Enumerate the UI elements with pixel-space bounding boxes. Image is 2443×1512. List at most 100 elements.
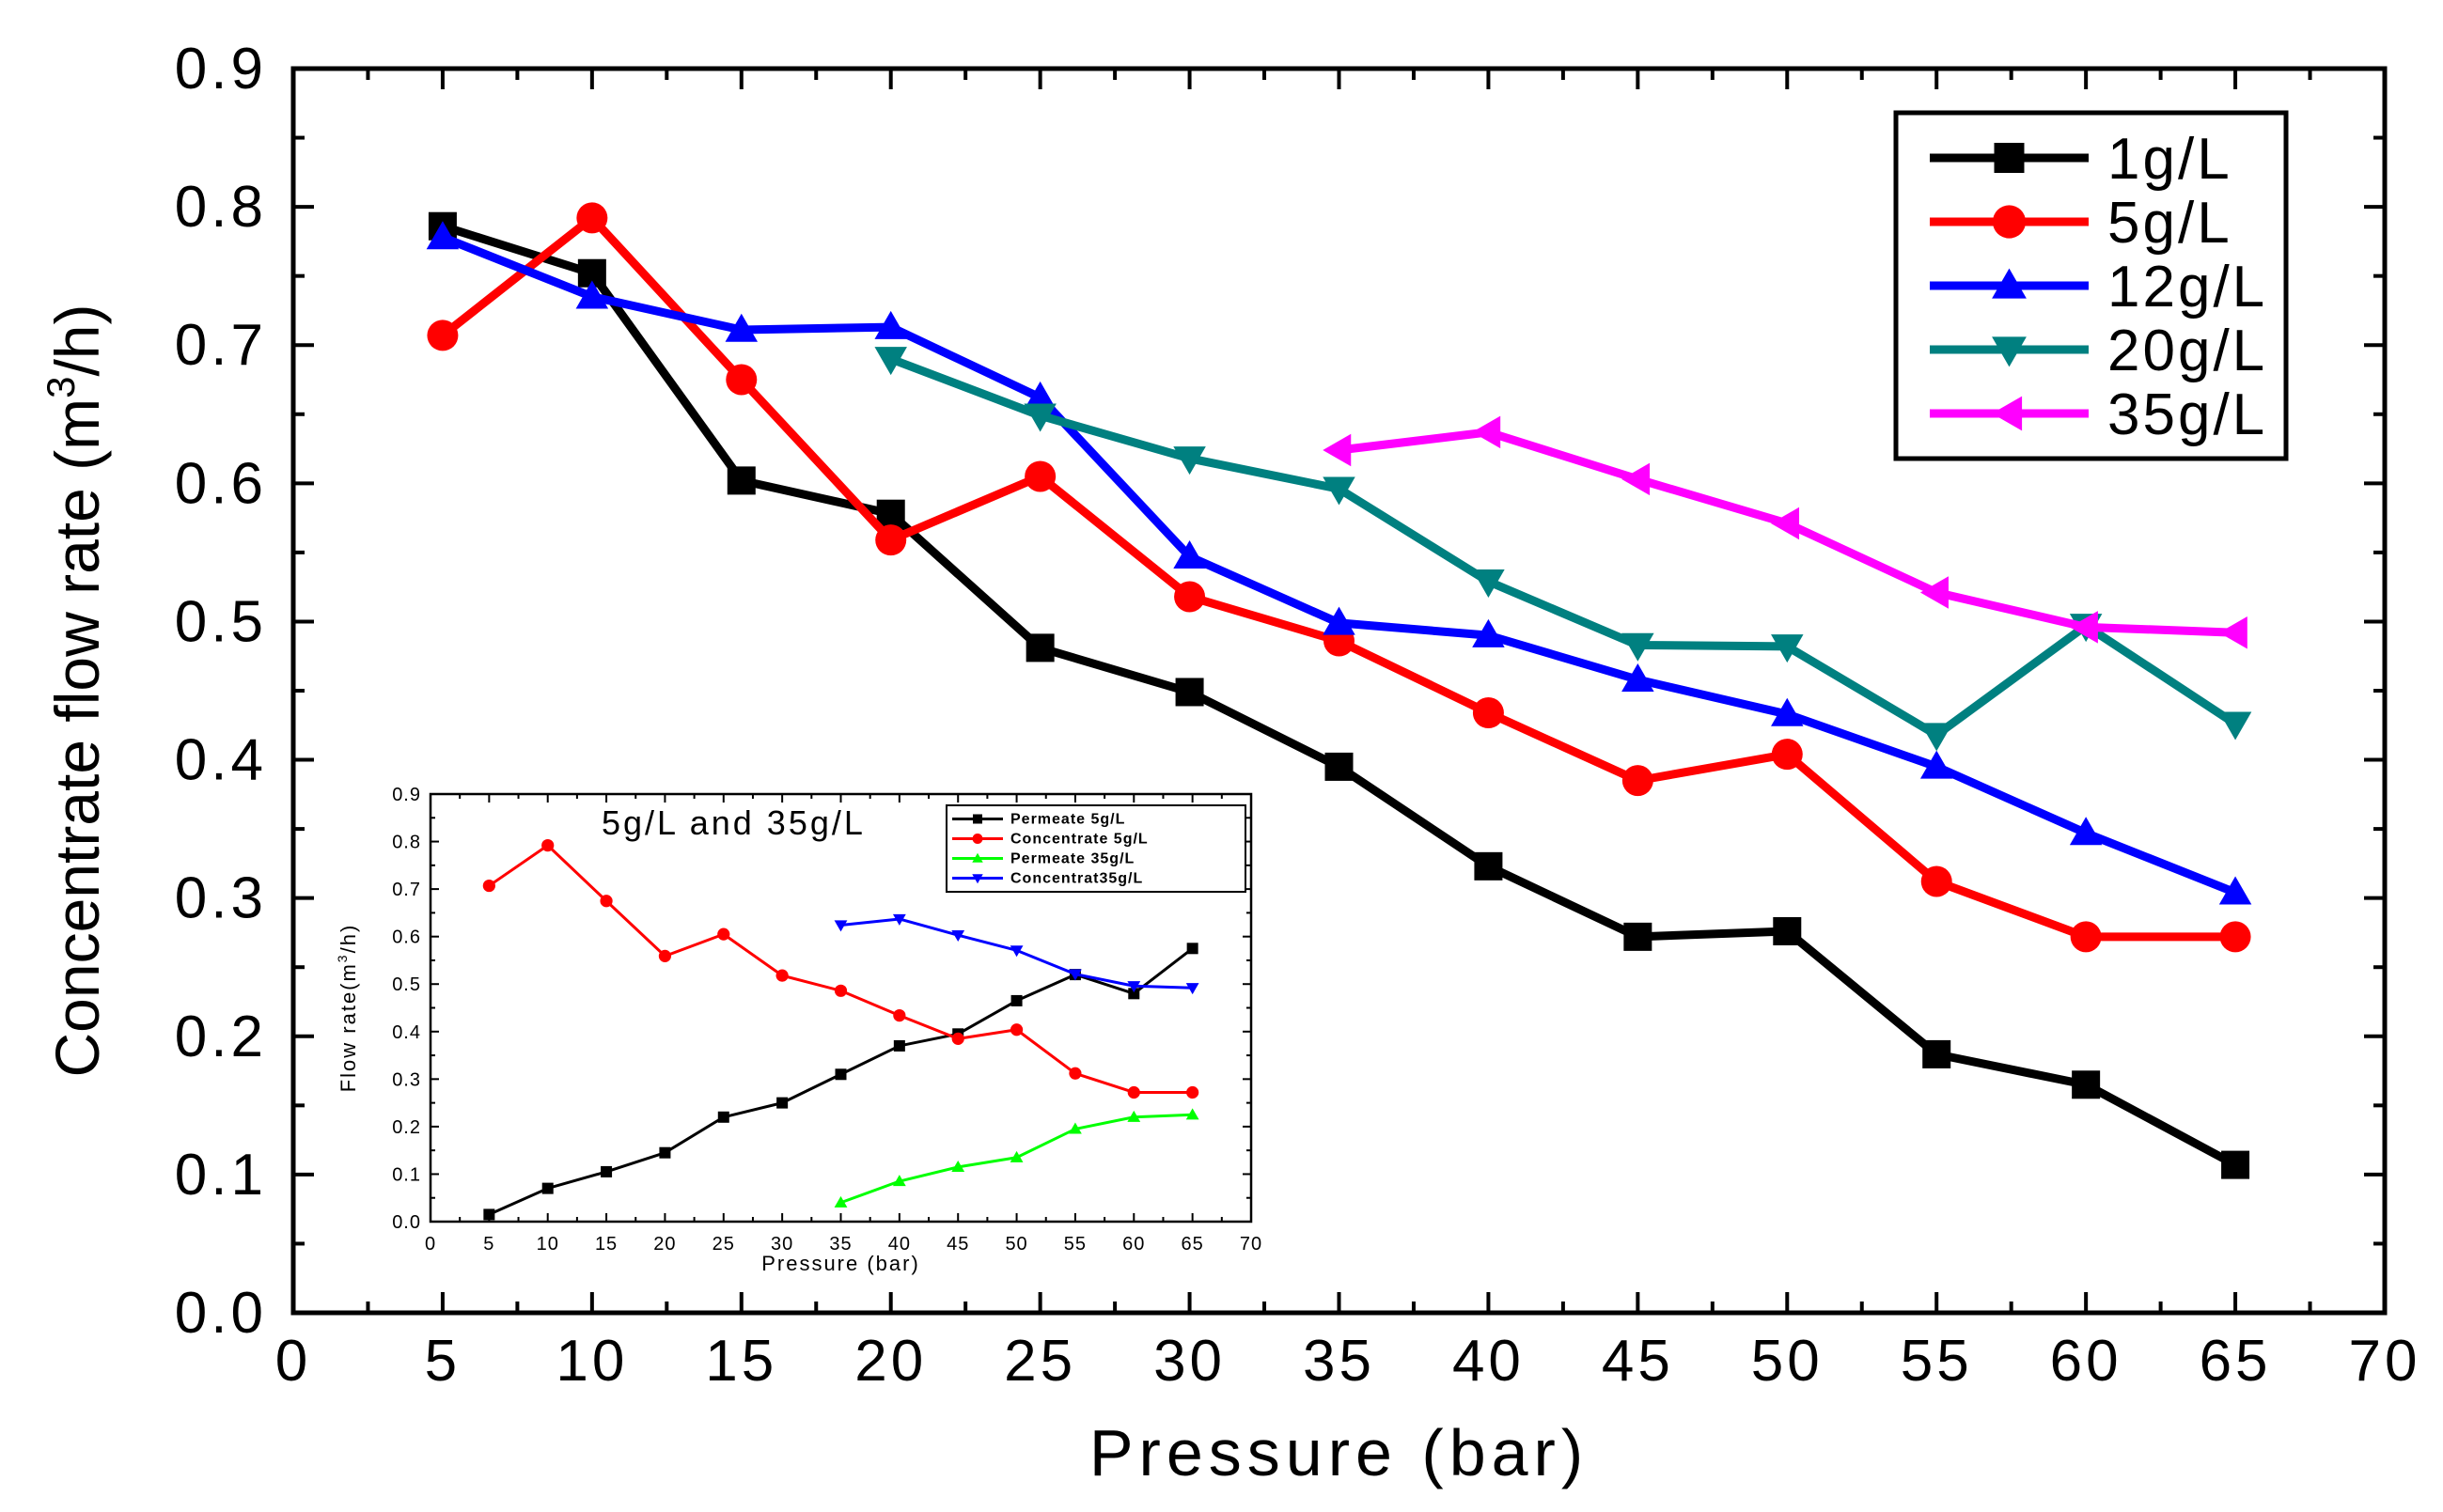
inset-legend-label: Permeate 5g/L <box>1010 812 1125 828</box>
data-point-12g-l <box>874 310 907 339</box>
data-point-12g-l <box>1472 618 1505 647</box>
data-point-12g-l <box>426 221 460 250</box>
y-tick-label: 0.8 <box>175 175 267 240</box>
inset-y-axis-label-sup: 3 <box>335 953 350 962</box>
data-point-35g-l <box>2218 616 2247 649</box>
inset-y-tick-label: 0.5 <box>392 974 421 995</box>
data-point-35g-l <box>2069 611 2098 644</box>
data-point-12g-l <box>1771 697 1804 726</box>
inset-data-point-permeate-5g-l <box>659 1146 671 1159</box>
x-tick-label: 45 <box>1602 1329 1674 1394</box>
inset-y-tick-label: 0.2 <box>392 1117 421 1138</box>
data-point-20g-l <box>874 347 907 376</box>
inset-y-tick-label: 0.3 <box>392 1069 421 1090</box>
data-point-5g-l <box>726 364 758 396</box>
data-point-12g-l <box>1323 606 1355 635</box>
y-axis-label-tail: /h) <box>42 304 112 376</box>
x-tick-label: 50 <box>1751 1329 1824 1394</box>
inset-data-point-permeate-5g-l <box>1186 943 1198 955</box>
data-point-5g-l <box>1472 697 1504 729</box>
legend-label: 5g/L <box>2107 191 2232 256</box>
inset-data-point-permeate-5g-l <box>483 1208 495 1221</box>
data-point-20g-l <box>1024 403 1057 432</box>
legend-marker-1g-l <box>1994 143 2025 173</box>
inset-x-tick-label: 45 <box>947 1234 969 1255</box>
y-axis-label-main: Concentrate flow rate (m <box>42 398 112 1078</box>
inset-y-tick-label: 0.7 <box>392 880 421 900</box>
inset-data-point-permeate-35g-l <box>892 1175 906 1187</box>
inset-y-axis-label-main: Flow rate(m <box>337 962 360 1092</box>
data-point-1g-l <box>1026 633 1055 662</box>
data-point-1g-l <box>727 466 756 495</box>
x-tick-label: 70 <box>2349 1329 2421 1394</box>
legend-marker-20g-l <box>1992 336 2027 367</box>
inset-data-point-concentrate-5g-l <box>717 927 730 941</box>
inset-x-tick-label: 55 <box>1064 1234 1087 1255</box>
inset-plot: 0 5 10 15 20 25 30 35 40 45 50 55 60 65 70 0.0 0.1 0.2 0.3… <box>335 785 1262 1275</box>
inset-data-point-permeate-5g-l <box>541 1182 554 1194</box>
data-point-1g-l <box>1922 1039 1951 1068</box>
inset-data-point-concentrate-5g-l <box>1069 1067 1082 1080</box>
inset-x-tick-label: 5 <box>483 1234 494 1255</box>
data-point-5g-l <box>576 202 608 234</box>
data-point-1g-l <box>1324 752 1354 781</box>
data-point-20g-l <box>1771 634 1804 663</box>
data-point-1g-l <box>2221 1150 2250 1179</box>
x-tick-label: 55 <box>1901 1329 1973 1394</box>
data-point-20g-l <box>1323 476 1355 506</box>
inset-x-tick-label: 10 <box>537 1234 559 1255</box>
data-point-35g-l <box>1919 576 1949 609</box>
inset-legend-marker-concentrate-5g-l <box>972 834 983 844</box>
inset-data-point-concentrat35g-l <box>1185 983 1199 995</box>
inset-data-point-concentrate-5g-l <box>658 949 672 962</box>
data-point-5g-l <box>1621 765 1653 797</box>
series-line-20g-l <box>889 354 2238 740</box>
y-tick-label: 0.7 <box>175 313 267 378</box>
main-plot: 0 5 10 15 20 25 30 35 40 45 50 55 60 65 700.00.10.20.3… <box>39 37 2421 1489</box>
data-point-35g-l <box>1621 462 1651 496</box>
data-point-20g-l <box>1173 446 1206 475</box>
data-point-12g-l <box>1919 750 1953 779</box>
x-tick-label: 40 <box>1452 1329 1525 1394</box>
data-point-1g-l <box>1623 922 1652 951</box>
inset-y-tick-label: 0.0 <box>392 1212 421 1233</box>
data-point-5g-l <box>1920 865 1952 897</box>
inset-data-point-concentrat35g-l <box>1010 945 1024 958</box>
data-point-20g-l <box>1621 632 1654 662</box>
data-point-12g-l <box>1173 540 1206 569</box>
inset-y-tick-label: 0.6 <box>392 927 421 948</box>
inset-data-point-permeate-5g-l <box>776 1097 789 1109</box>
inset-x-tick-label: 25 <box>713 1234 735 1255</box>
inset-x-tick-label: 70 <box>1240 1234 1262 1255</box>
inset-data-point-permeate-35g-l <box>1069 1122 1082 1134</box>
data-point-20g-l <box>1919 723 1953 752</box>
legend-label: 35g/L <box>2107 382 2267 447</box>
y-axis-label-sup: 3 <box>39 377 83 398</box>
data-point-12g-l <box>575 280 609 309</box>
x-tick-label: 65 <box>2200 1329 2272 1394</box>
inset-x-tick-label: 50 <box>1005 1234 1027 1255</box>
inset-legend-marker-permeate-5g-l <box>973 814 982 824</box>
inset-data-point-permeate-5g-l <box>1010 994 1023 1006</box>
data-point-5g-l <box>2219 921 2251 953</box>
x-tick-label: 25 <box>1004 1329 1076 1394</box>
y-tick-label: 0.0 <box>175 1281 267 1346</box>
data-point-12g-l <box>2069 817 2103 846</box>
legend-label: 1g/L <box>2107 127 2232 192</box>
inset-y-tick-label: 0.4 <box>392 1022 421 1043</box>
data-point-5g-l <box>1174 581 1206 613</box>
inset-x-tick-label: 20 <box>653 1234 676 1255</box>
inset-data-point-concentrate-5g-l <box>1127 1085 1140 1099</box>
inset-data-point-concentrat35g-l <box>1069 969 1082 981</box>
legend-marker-5g-l <box>1992 205 2027 239</box>
data-point-5g-l <box>1025 460 1057 492</box>
x-tick-label: 5 <box>425 1329 461 1394</box>
data-point-1g-l <box>2072 1070 2101 1099</box>
inset-data-point-permeate-5g-l <box>835 1068 847 1081</box>
inset-data-point-concentrat35g-l <box>951 930 965 943</box>
inset-x-tick-label: 65 <box>1182 1234 1204 1255</box>
inset-data-point-permeate-35g-l <box>1127 1110 1141 1122</box>
inset-legend-marker-permeate-35g-l <box>972 852 983 863</box>
